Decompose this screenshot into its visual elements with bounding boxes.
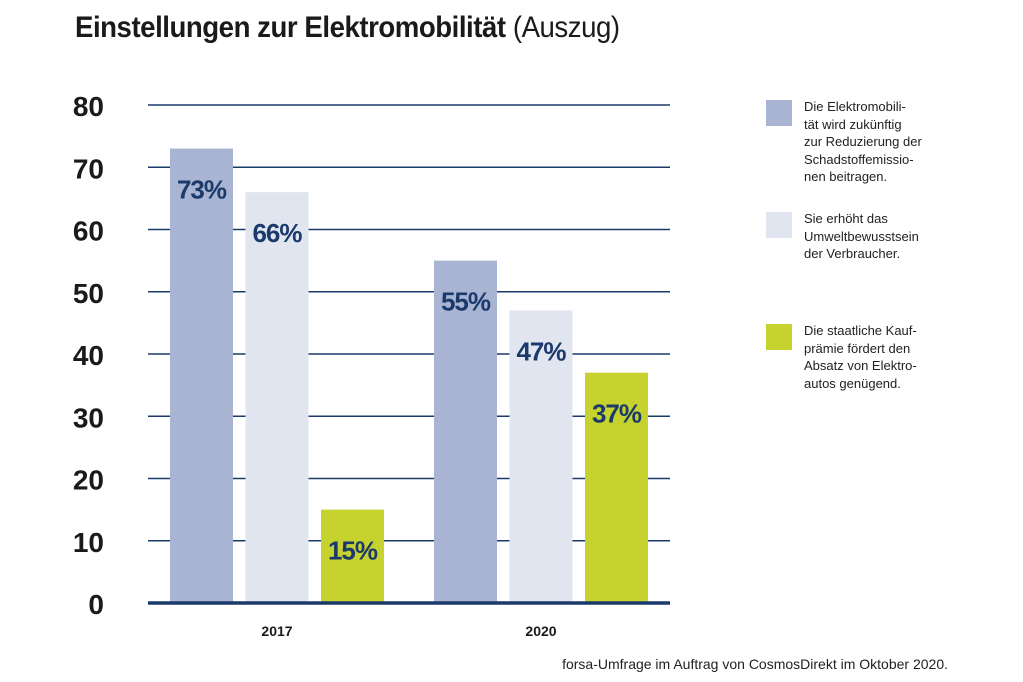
x-category-labels: 2017 2020 bbox=[261, 623, 556, 639]
chart-title-main: Einstellungen zur Elektromobilität bbox=[75, 11, 506, 44]
data-label-2020-series-2: 47% bbox=[516, 336, 566, 366]
y-tick-label-60: 60 bbox=[73, 216, 104, 247]
legend-item-1: Die Elektromobili- tät wird zukünftig zu… bbox=[766, 98, 966, 186]
legend-item-2: Sie erhöht das Umweltbewusstsein der Ver… bbox=[766, 210, 966, 263]
data-label-2017-series-2: 66% bbox=[252, 218, 302, 248]
legend-label-2: Sie erhöht das Umweltbewusstsein der Ver… bbox=[804, 211, 919, 261]
bar-2020-series-3 bbox=[585, 372, 648, 603]
y-tick-label-10: 10 bbox=[73, 527, 104, 558]
legend-label-3: Die staatliche Kauf- prämie fördert den … bbox=[804, 323, 917, 391]
data-label-2020-series-3: 37% bbox=[592, 399, 642, 429]
data-label-2017-series-1: 73% bbox=[177, 175, 227, 205]
data-label-2017-series-3: 15% bbox=[328, 536, 378, 566]
legend-label-1: Die Elektromobili- tät wird zukünftig zu… bbox=[804, 99, 922, 184]
y-tick-label-0: 0 bbox=[88, 589, 104, 620]
y-tick-label-30: 30 bbox=[73, 402, 104, 433]
y-tick-labels: 0 10 20 30 40 50 60 70 80 bbox=[73, 91, 104, 620]
data-labels: 73% 66% 15% 55% 47% 37% bbox=[177, 175, 643, 566]
source-note: forsa-Umfrage im Auftrag von CosmosDirek… bbox=[562, 656, 948, 672]
legend-swatch-3 bbox=[766, 324, 792, 350]
y-tick-label-50: 50 bbox=[73, 278, 104, 309]
y-tick-label-80: 80 bbox=[73, 91, 104, 122]
legend-swatch-1 bbox=[766, 100, 792, 126]
y-tick-label-20: 20 bbox=[73, 465, 104, 496]
legend-item-3: Die staatliche Kauf- prämie fördert den … bbox=[766, 322, 966, 392]
grid-lines bbox=[148, 104, 670, 542]
chart-title-sub: (Auszug) bbox=[512, 11, 620, 44]
bar-2017-series-3 bbox=[321, 509, 384, 603]
chart-title: Einstellungen zur Elektromobilität (Ausz… bbox=[75, 8, 620, 48]
bar-2017-series-2 bbox=[245, 192, 309, 603]
y-tick-label-40: 40 bbox=[73, 340, 104, 371]
bars bbox=[148, 148, 670, 605]
legend-swatch-2 bbox=[766, 212, 792, 238]
bar-2020-series-2 bbox=[509, 310, 573, 603]
bar-2020-series-1 bbox=[434, 260, 497, 603]
x-category-label-2020: 2020 bbox=[525, 623, 556, 639]
data-label-2020-series-1: 55% bbox=[441, 287, 491, 317]
bar-2017-series-1 bbox=[170, 148, 233, 603]
x-category-label-2017: 2017 bbox=[261, 623, 292, 639]
y-tick-label-70: 70 bbox=[73, 153, 104, 184]
